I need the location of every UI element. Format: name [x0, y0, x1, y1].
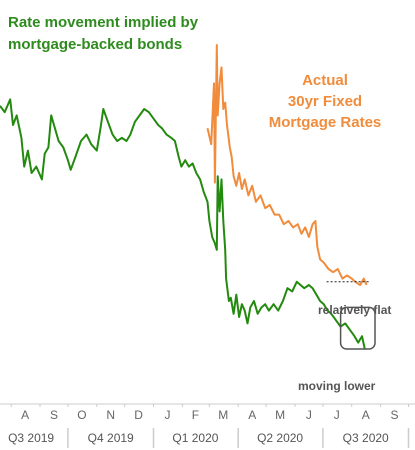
month-label: J — [165, 408, 171, 422]
month-label: F — [192, 408, 199, 422]
quarter-label: Q3 2019 — [8, 431, 54, 445]
month-label: A — [21, 408, 29, 422]
quarter-label: Q1 2020 — [172, 431, 218, 445]
chart-title-line-2: mortgage-backed bonds — [8, 36, 182, 53]
quarter-label: Q4 2019 — [88, 431, 134, 445]
month-label: A — [248, 408, 256, 422]
mbs-implied-line — [0, 98, 366, 350]
moving-lower-label: moving lower — [298, 379, 376, 393]
month-label: A — [362, 408, 370, 422]
relatively-flat-label: relatively flat — [318, 303, 391, 317]
month-label: M — [218, 408, 228, 422]
month-label: O — [77, 408, 86, 422]
month-label: J — [334, 408, 340, 422]
quarter-label: Q3 2020 — [343, 431, 389, 445]
moving-lower-box — [339, 306, 376, 350]
actual-rates-label-line-3: Mortgage Rates — [269, 114, 382, 131]
chart-title-line-1: Rate movement implied by — [8, 14, 199, 31]
series-lines — [0, 44, 368, 350]
month-label: N — [106, 408, 115, 422]
month-label: S — [390, 408, 398, 422]
actual-rates-line — [206, 44, 368, 286]
month-label: M — [275, 408, 285, 422]
actual-rates-label-line-2: 30yr Fixed — [288, 93, 362, 110]
actual-rates-label-line-1: Actual — [302, 72, 348, 89]
month-label: D — [134, 408, 143, 422]
quarter-label: Q2 2020 — [257, 431, 303, 445]
month-label: S — [50, 408, 58, 422]
month-label: J — [306, 408, 312, 422]
